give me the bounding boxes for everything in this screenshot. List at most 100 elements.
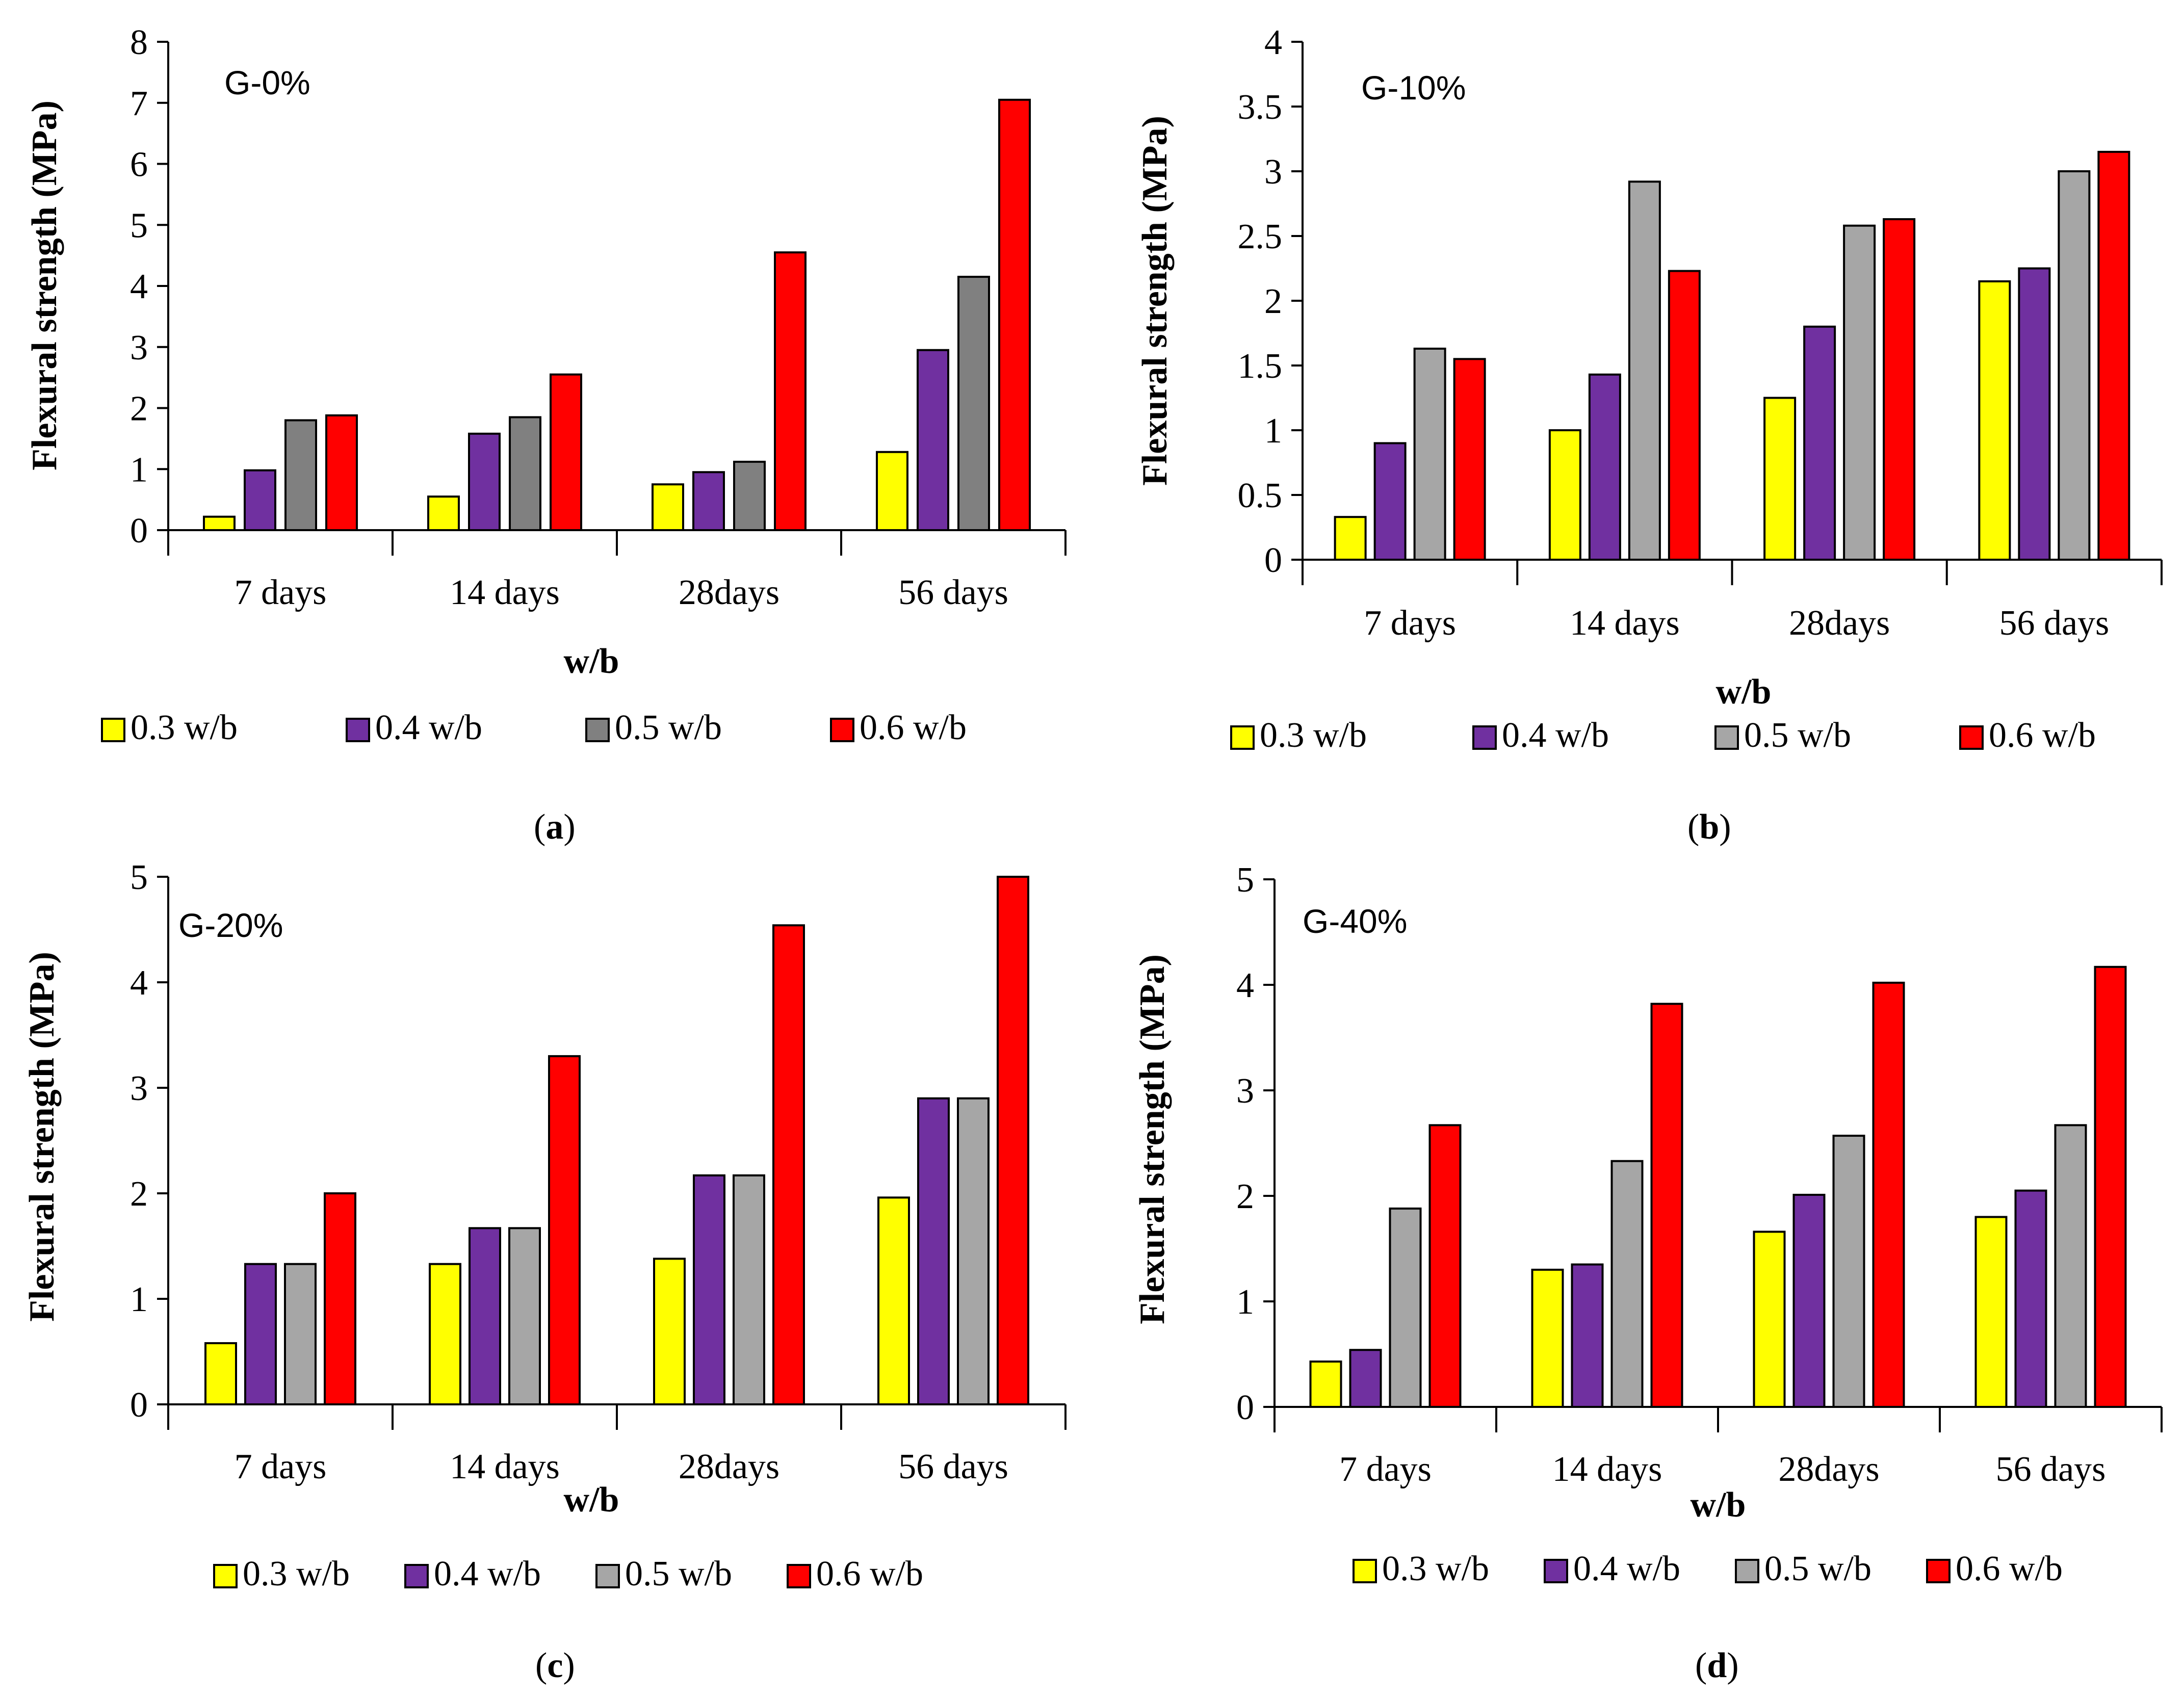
y-tick-label: 1 bbox=[1264, 411, 1282, 451]
bar-0-5-w-b-56-days bbox=[2058, 170, 2091, 561]
chart-title: G-20% bbox=[178, 906, 283, 944]
bar-0-6-w-b-7-days bbox=[325, 414, 358, 531]
y-axis-label: Flexural strength (MPa) bbox=[25, 100, 64, 471]
legend-entry: 0.4 w/b bbox=[1573, 1549, 1680, 1588]
bar-0-4-w-b-28days bbox=[693, 1174, 725, 1406]
legend-swatch bbox=[101, 718, 125, 742]
legend-entry: 0.6 w/b bbox=[1956, 1549, 2063, 1588]
bar-0-3-w-b-56-days bbox=[877, 1196, 910, 1406]
y-tick-label: 5 bbox=[1236, 860, 1254, 900]
bar-0-4-w-b-56-days bbox=[2014, 1189, 2047, 1408]
bar-0-5-w-b-56-days bbox=[957, 276, 990, 531]
bar-0-4-w-b-7-days bbox=[244, 469, 276, 532]
x-axis-label: w/b bbox=[1716, 672, 1772, 712]
y-tick-label: 2 bbox=[130, 389, 148, 429]
bar-0-5-w-b-28days bbox=[1832, 1135, 1865, 1408]
bar-0-4-w-b-7-days bbox=[1349, 1349, 1382, 1408]
bar-0-3-w-b-7-days bbox=[1334, 516, 1367, 561]
chart-panel-a: 0 1 2 3 4 5 6 7 8 7 days 14 days 28days 56 days G-0% F… bbox=[25, 23, 1067, 847]
bar-0-5-w-b-7-days bbox=[284, 1263, 317, 1405]
legend: 0.3 w/b 0.4 w/b 0.5 w/b 0.6 w/b bbox=[1230, 716, 2096, 755]
chart-title: G-0% bbox=[224, 64, 310, 101]
bar-0-5-w-b-28days bbox=[1843, 224, 1876, 561]
bar-0-3-w-b-28days bbox=[652, 483, 684, 531]
y-tick-label: 5 bbox=[130, 206, 148, 245]
y-axis-label: Flexural strength (MPa) bbox=[22, 952, 62, 1322]
bar-0-5-w-b-28days bbox=[733, 460, 766, 531]
bar-0-4-w-b-56-days bbox=[917, 349, 949, 531]
panel-letter: c bbox=[547, 1646, 563, 1685]
x-tick-label: 7 days bbox=[1339, 1450, 1432, 1489]
y-tick-label: 0 bbox=[130, 511, 148, 551]
legend-entry: 0.5 w/b bbox=[625, 1554, 732, 1593]
bar-0-3-w-b-14-days bbox=[427, 495, 460, 532]
x-axis-label: w/b bbox=[564, 642, 619, 681]
x-tick-label: 7 days bbox=[235, 573, 327, 612]
y-tick-label: 4 bbox=[1264, 23, 1282, 62]
bar-0-6-w-b-14-days bbox=[1650, 1003, 1683, 1408]
legend-entry: 0.3 w/b bbox=[243, 1554, 350, 1593]
y-tick-label: 0.5 bbox=[1238, 476, 1283, 515]
panel-letter: d bbox=[1707, 1646, 1727, 1685]
y-tick-label: 3.5 bbox=[1238, 88, 1283, 127]
legend: 0.3 w/b 0.4 w/b 0.5 w/b 0.6 w/b bbox=[101, 708, 967, 747]
y-tick-label: 3 bbox=[130, 1069, 148, 1108]
y-tick-label: 4 bbox=[130, 963, 148, 1003]
legend-swatch bbox=[787, 1564, 811, 1588]
x-tick-label: 28days bbox=[1789, 604, 1890, 643]
chart-panel-d: 0 1 2 3 4 5 7 days 14 days 28days 56 days G-40% Fle… bbox=[1133, 860, 2163, 1685]
x-tick-label: 28days bbox=[679, 1447, 779, 1486]
bar-0-6-w-b-14-days bbox=[1668, 270, 1701, 561]
x-tick-label: 7 days bbox=[1364, 604, 1456, 643]
bar-0-4-w-b-7-days bbox=[244, 1263, 277, 1405]
bar-0-6-w-b-28days bbox=[772, 924, 805, 1405]
y-tick-label: 6 bbox=[130, 145, 148, 185]
y-tick-label: 2.5 bbox=[1238, 217, 1283, 256]
bar-0-3-w-b-7-days bbox=[1309, 1360, 1342, 1408]
legend-entry: 0.6 w/b bbox=[860, 708, 967, 747]
bar-0-4-w-b-14-days bbox=[469, 1227, 501, 1406]
bar-0-5-w-b-56-days bbox=[2054, 1124, 2087, 1408]
x-tick-label: 28days bbox=[1778, 1450, 1879, 1489]
bar-0-3-w-b-28days bbox=[653, 1258, 686, 1406]
bar-0-5-w-b-7-days bbox=[1413, 347, 1446, 561]
bar-0-4-w-b-28days bbox=[1803, 325, 1836, 561]
bar-0-3-w-b-28days bbox=[1763, 397, 1797, 561]
legend: 0.3 w/b 0.4 w/b 0.5 w/b 0.6 w/b bbox=[1353, 1549, 2063, 1588]
panel-letter: a bbox=[545, 807, 563, 847]
panel-caption: (a) bbox=[534, 807, 576, 847]
legend-swatch bbox=[1926, 1559, 1951, 1583]
y-tick-label: 0 bbox=[130, 1386, 148, 1425]
bar-0-6-w-b-7-days bbox=[324, 1192, 356, 1405]
bar-0-4-w-b-28days bbox=[1792, 1193, 1826, 1408]
legend-swatch bbox=[1714, 725, 1739, 750]
y-tick-label: 2 bbox=[130, 1174, 148, 1214]
bar-0-3-w-b-14-days bbox=[1531, 1268, 1564, 1408]
legend-swatch bbox=[1735, 1559, 1759, 1583]
chart-title: G-40% bbox=[1303, 902, 1407, 940]
y-tick-label: 0 bbox=[1264, 541, 1282, 580]
bar-0-4-w-b-14-days bbox=[468, 432, 501, 531]
y-tick-label: 1 bbox=[130, 1280, 148, 1319]
bar-0-3-w-b-7-days bbox=[204, 1342, 237, 1405]
bar-0-4-w-b-14-days bbox=[1588, 373, 1621, 561]
legend-entry: 0.4 w/b bbox=[1502, 716, 1609, 755]
bar-0-6-w-b-56-days bbox=[997, 876, 1029, 1405]
legend: 0.3 w/b 0.4 w/b 0.5 w/b 0.6 w/b bbox=[213, 1554, 923, 1593]
legend-entry: 0.4 w/b bbox=[434, 1554, 541, 1593]
legend-swatch bbox=[213, 1564, 238, 1588]
bar-0-3-w-b-56-days bbox=[1974, 1216, 2008, 1408]
legend-entry: 0.5 w/b bbox=[1764, 1549, 1871, 1588]
y-tick-label: 2 bbox=[1236, 1177, 1254, 1216]
panel-caption: (b) bbox=[1687, 807, 1731, 847]
bar-0-6-w-b-56-days bbox=[998, 98, 1031, 531]
legend-entry: 0.3 w/b bbox=[131, 708, 238, 747]
panel-caption: (c) bbox=[535, 1646, 575, 1685]
y-tick-label: 2 bbox=[1264, 282, 1282, 321]
legend-swatch bbox=[595, 1564, 620, 1588]
chart-panel-c: 0 1 2 3 4 5 7 days 14 days 28days 56 days G-20% Fle… bbox=[22, 858, 1067, 1685]
legend-entry: 0.5 w/b bbox=[615, 708, 722, 747]
bar-0-3-w-b-14-days bbox=[1548, 429, 1581, 561]
bar-0-3-w-b-56-days bbox=[1978, 280, 2011, 561]
